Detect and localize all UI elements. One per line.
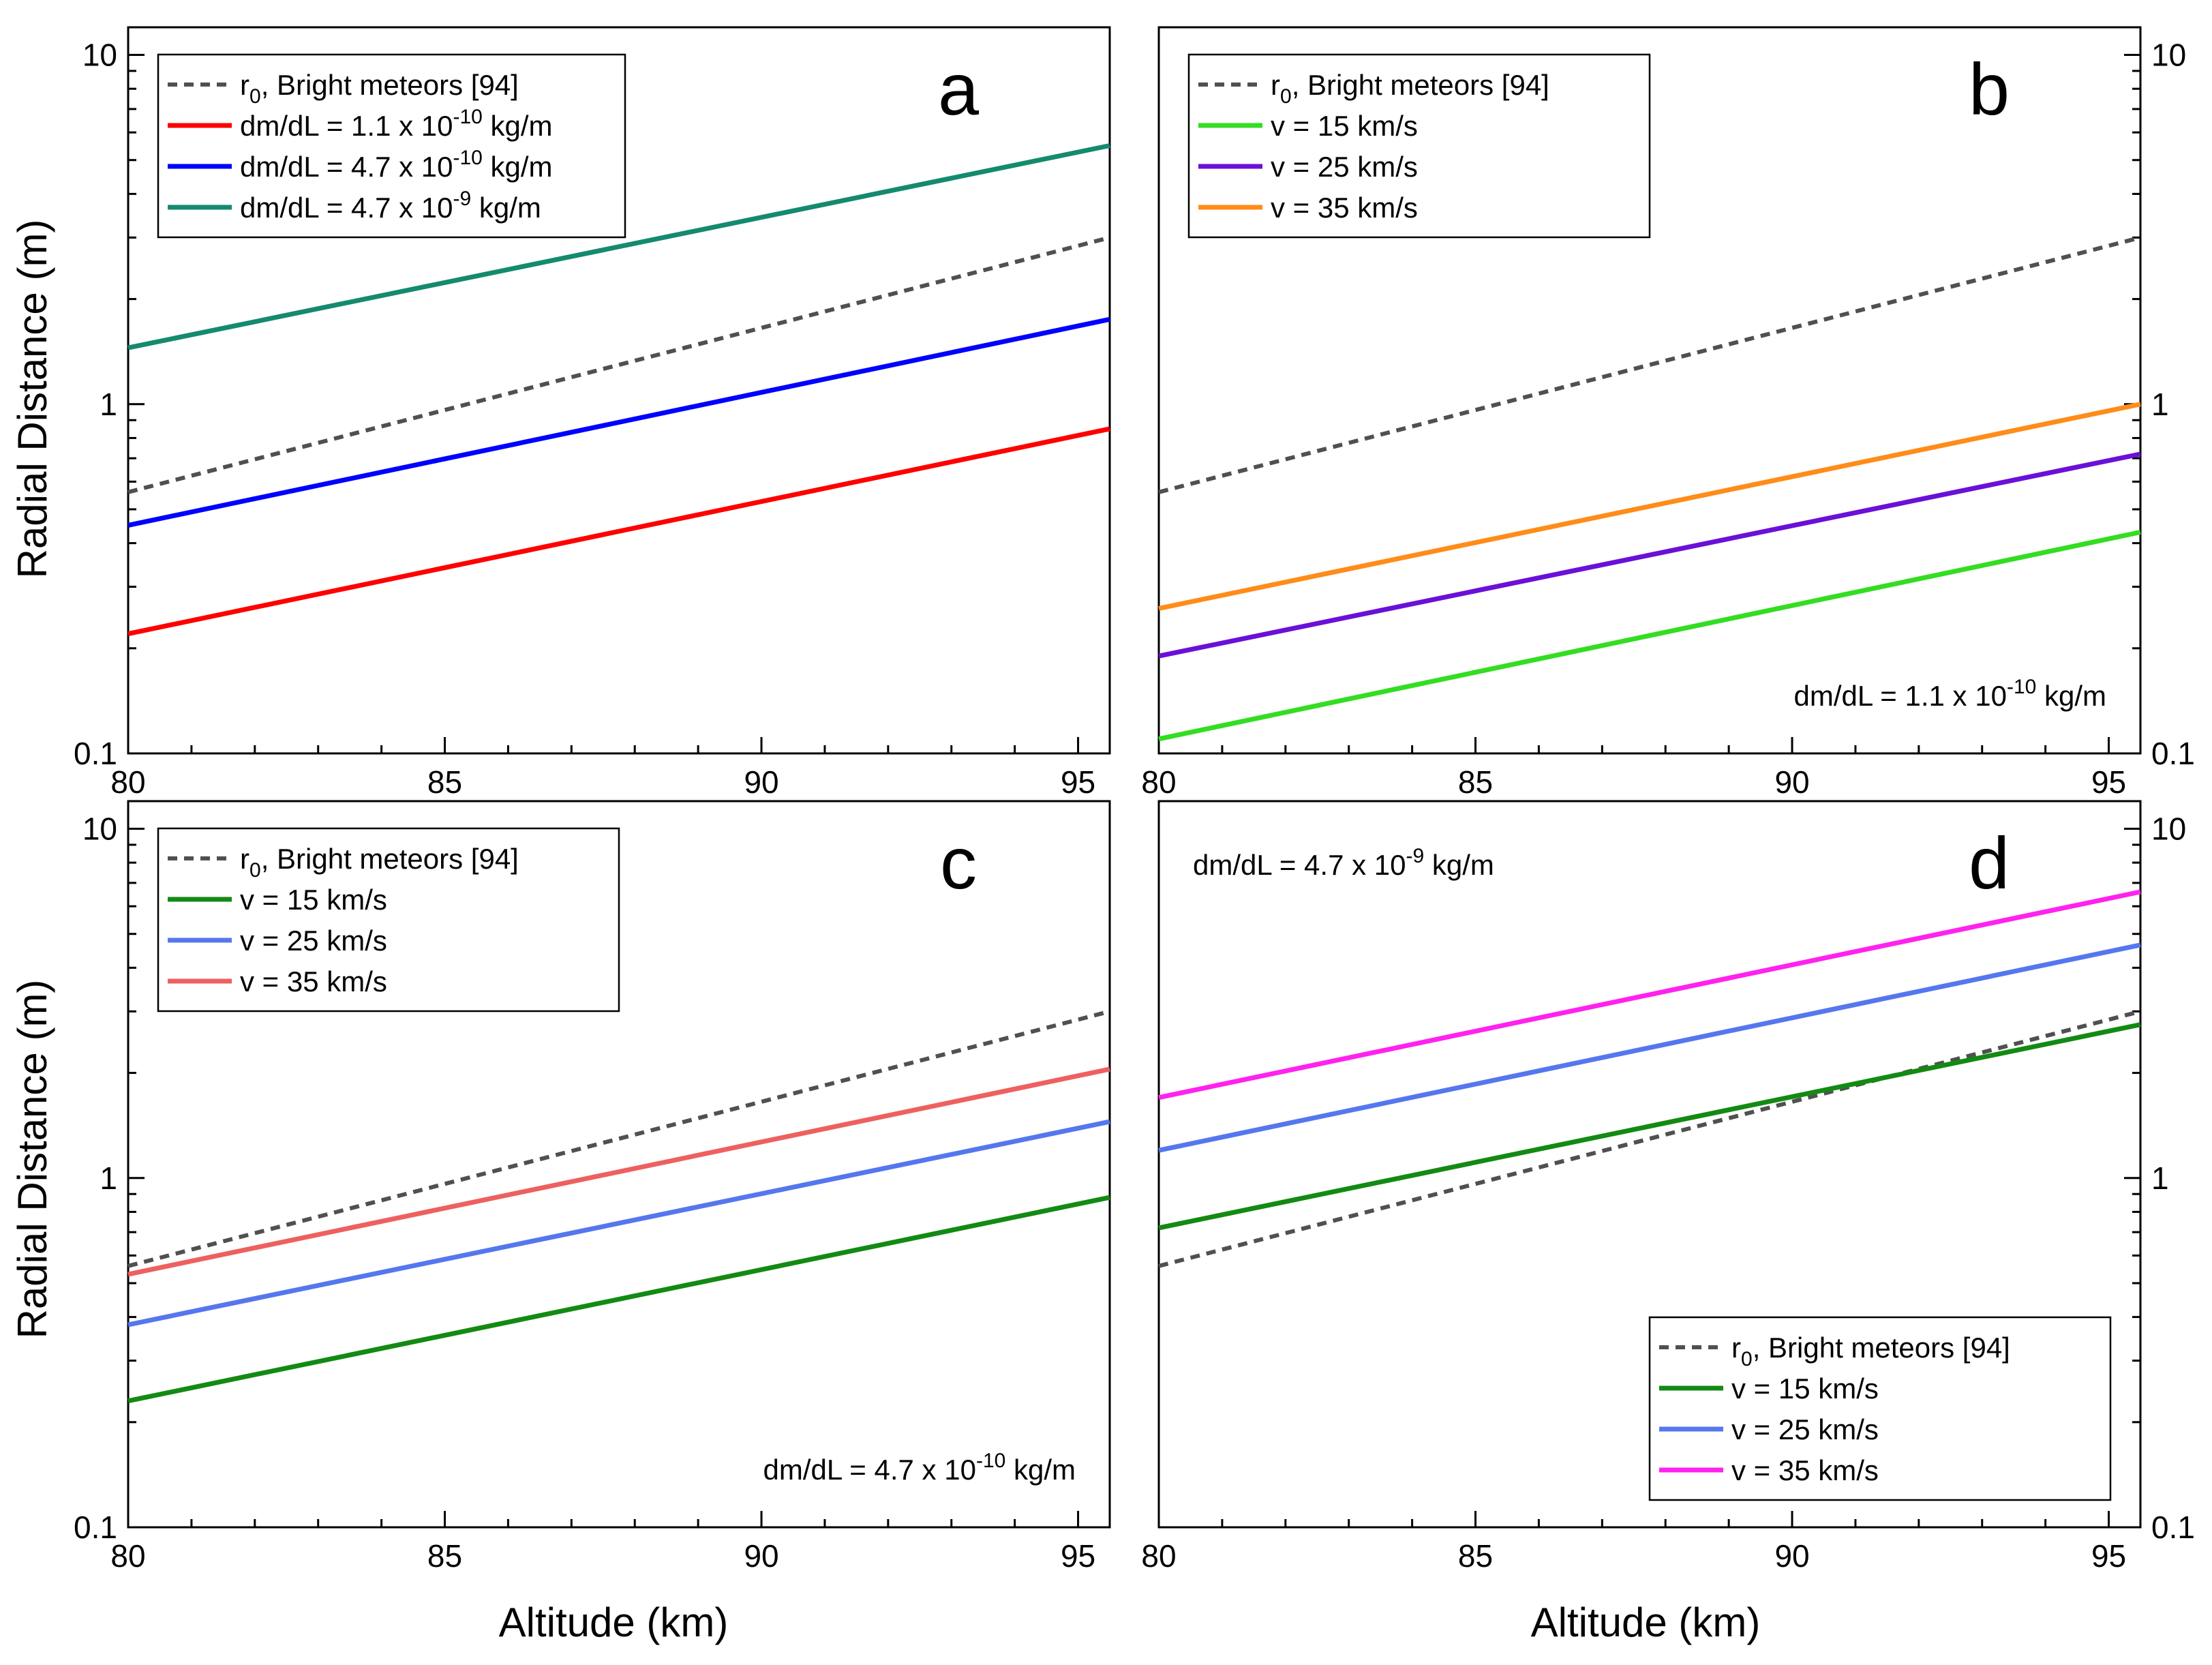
x-tick-label: 90 [1774, 1538, 1809, 1574]
y-tick-label: 0.1 [74, 1510, 117, 1545]
plot-frame [1157, 800, 2142, 1529]
y-tick-label: 10 [2151, 811, 2186, 847]
series-line-3 [127, 1066, 1110, 1277]
legend-label: r0, Bright meteors [94] [240, 69, 519, 108]
series-line-1 [127, 1195, 1110, 1404]
series-line-0 [127, 1009, 1110, 1268]
legend-label: r0, Bright meteors [94] [240, 843, 519, 882]
series-line-0 [127, 235, 1110, 494]
x-tick-label: 95 [2091, 764, 2126, 800]
y-tick-label: 1 [2151, 1160, 2169, 1196]
legend-box [1187, 53, 1651, 239]
legend-label: r0, Bright meteors [94] [1271, 69, 1549, 108]
x-tick-label: 80 [1141, 764, 1176, 800]
panel-letter: d [1969, 822, 2010, 904]
x-tick-label: 80 [1141, 1538, 1176, 1574]
x-tick-label: 95 [1061, 1538, 1095, 1574]
legend-box [157, 53, 626, 239]
x-tick-label: 90 [1774, 764, 1809, 800]
legend-label: dm/dL = 1.1 x 10-10 kg/m [240, 106, 553, 142]
legend-label: v = 15 km/s [240, 884, 387, 916]
y-tick-label: 10 [82, 811, 117, 847]
x-tick-label: 95 [1061, 764, 1095, 800]
series-line-3 [1158, 889, 2141, 1100]
x-tick-label: 80 [110, 764, 145, 800]
legend-label: dm/dL = 4.7 x 10-10 kg/m [240, 147, 553, 183]
legend: r0, Bright meteors [94]v = 15 km/s v = 25… [157, 827, 620, 1012]
panel-letter: a [938, 48, 980, 130]
legend-box [157, 827, 620, 1012]
series-line-2 [1158, 451, 2141, 659]
series-line-1 [1158, 1022, 2141, 1231]
y-tick-label: 1 [100, 1160, 117, 1196]
legend-label: v = 35 km/s [240, 965, 387, 997]
x-tick-label: 85 [427, 764, 462, 800]
series-line-2 [127, 1119, 1110, 1328]
legend-label: v = 15 km/s [1731, 1372, 1879, 1405]
y-tick-label: 1 [100, 387, 117, 422]
legend-label: v = 25 km/s [240, 925, 387, 957]
series-line-3 [1158, 402, 2141, 611]
series-line-1 [1158, 530, 2141, 742]
x-axis-title-left: Altitude (km) [499, 1600, 729, 1645]
annotation-label: dm/dL = 1.1 x 10-10 kg/m [1793, 676, 2106, 712]
plot-frame [127, 800, 1111, 1529]
series-line-2 [127, 316, 1110, 528]
y-axis-title-bottom: Radial Distance (m) [10, 980, 55, 1339]
series-line-0 [1158, 235, 2141, 494]
x-tick-label: 95 [2091, 1538, 2126, 1574]
legend-label: v = 35 km/s [1271, 192, 1418, 224]
y-axis-title-top: Radial Distance (m) [10, 220, 55, 579]
x-tick-label: 90 [744, 764, 778, 800]
x-axis-title-right: Altitude (km) [1531, 1600, 1761, 1645]
panel-letter: b [1969, 48, 2010, 130]
plot-frame [1157, 26, 2142, 755]
y-tick-label: 10 [2151, 38, 2186, 73]
legend-label: v = 35 km/s [1731, 1454, 1879, 1486]
legend-label: r0, Bright meteors [94] [1731, 1332, 2010, 1370]
panel-letter: c [940, 822, 977, 904]
annotation-label: dm/dL = 4.7 x 10-10 kg/m [763, 1450, 1076, 1486]
legend-label: v = 25 km/s [1271, 151, 1418, 183]
x-tick-label: 80 [110, 1538, 145, 1574]
legend: r0, Bright meteors [94]v = 15 km/s v = 25… [1648, 1316, 2112, 1501]
legend-label: dm/dL = 4.7 x 10-9 kg/m [240, 188, 541, 224]
series-line-0 [1158, 1009, 2141, 1268]
annotation-label: dm/dL = 4.7 x 10-9 kg/m [1193, 845, 1494, 881]
x-tick-label: 85 [1458, 1538, 1493, 1574]
x-tick-label: 90 [744, 1538, 778, 1574]
x-tick-label: 85 [427, 1538, 462, 1574]
plot-frame [127, 26, 1111, 755]
legend-label: v = 15 km/s [1271, 110, 1418, 142]
x-tick-label: 85 [1458, 764, 1493, 800]
y-tick-label: 10 [82, 38, 117, 73]
legend: r0, Bright meteors [94]dm/dL = 1.1 x 10-… [157, 53, 626, 239]
y-tick-label: 1 [2151, 387, 2169, 422]
series-line-1 [127, 426, 1110, 637]
series-line-2 [1158, 942, 2141, 1153]
y-tick-label: 0.1 [2151, 1510, 2195, 1545]
legend: r0, Bright meteors [94]v = 15 km/s v = 25… [1187, 53, 1651, 239]
series-line-3 [127, 143, 1110, 350]
legend-box [1648, 1316, 2112, 1501]
y-tick-label: 0.1 [2151, 736, 2195, 771]
y-tick-label: 0.1 [74, 736, 117, 771]
legend-label: v = 25 km/s [1731, 1413, 1879, 1445]
